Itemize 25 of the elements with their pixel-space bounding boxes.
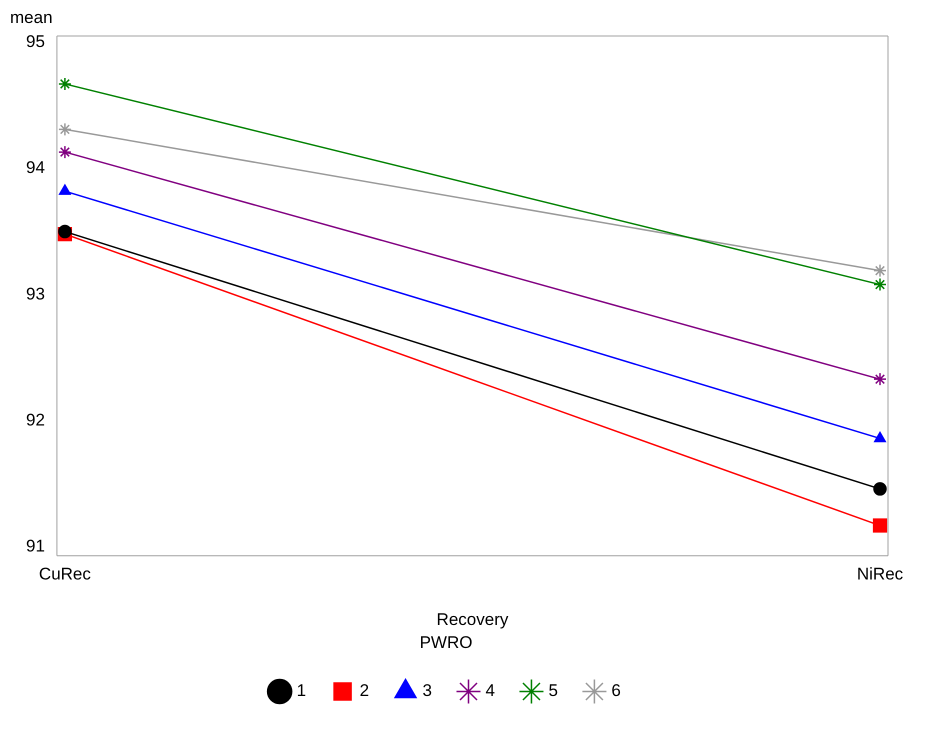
- point: [873, 372, 887, 386]
- y-axis-title: mean: [10, 8, 53, 28]
- legend-label: 6: [611, 681, 621, 700]
- legend-title: PWRO: [420, 632, 472, 652]
- point: [873, 264, 887, 278]
- point: [873, 278, 887, 292]
- point: [873, 482, 887, 496]
- x-axis-title: Recovery: [436, 610, 509, 630]
- y-tick-label: 91: [26, 536, 45, 556]
- legend-label: 4: [486, 681, 495, 700]
- legend-label: 5: [548, 681, 558, 700]
- point: [58, 77, 72, 91]
- y-tick-label: 93: [26, 284, 45, 304]
- point: [58, 224, 72, 238]
- y-tick-label: 92: [26, 410, 45, 430]
- point: [58, 122, 72, 136]
- point: [872, 518, 888, 533]
- legend-label: 3: [422, 681, 432, 700]
- y-tick-label: 95: [26, 32, 45, 51]
- x-tick-label: CuRec: [38, 564, 92, 584]
- x-tick-label: NiRec: [856, 564, 904, 584]
- point: [58, 145, 72, 159]
- y-tick-label: 94: [26, 158, 45, 178]
- legend-label: 2: [360, 681, 370, 700]
- legend-label: 1: [296, 681, 306, 700]
